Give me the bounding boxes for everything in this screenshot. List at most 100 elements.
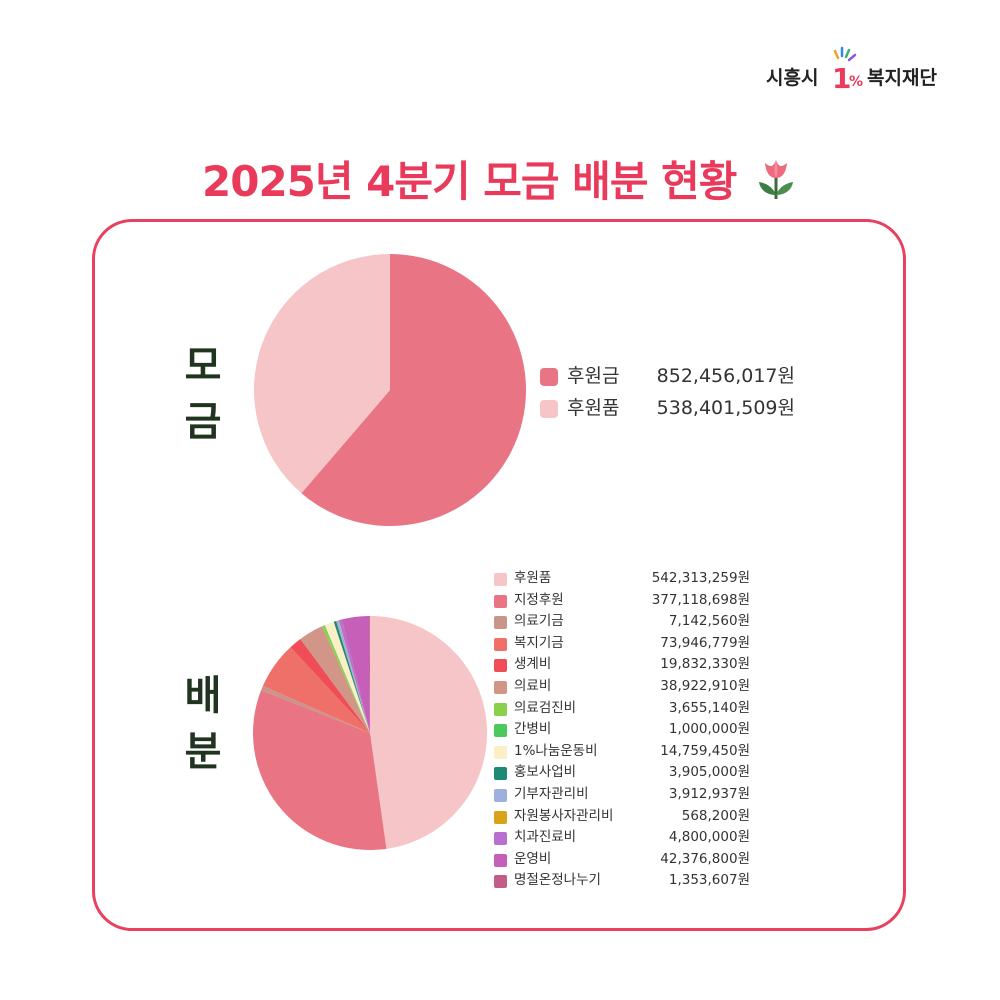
distribution-legend-label: 복지기금 <box>514 634 564 651</box>
distribution-legend-swatch <box>494 832 507 846</box>
distribution-legend-item: 기부자관리비 3,912,937원 <box>494 784 756 806</box>
distribution-legend-value: 1,000,000원 <box>668 721 750 738</box>
foundation-logo: 시흥시 1 % 복지재단 <box>766 44 966 94</box>
distribution-pie-slice <box>290 638 370 733</box>
distribution-legend-label: 홍보사업비 <box>514 764 577 781</box>
collection-legend-label: 후원품 <box>567 397 620 419</box>
distribution-legend-swatch <box>494 767 507 781</box>
distribution-legend-value: 19,832,330원 <box>660 656 750 673</box>
distribution-legend-swatch <box>494 680 507 694</box>
section-label-char: 금 <box>184 399 222 445</box>
collection-legend-value: 852,456,017원 <box>656 365 795 387</box>
distribution-pie-slice <box>324 625 370 733</box>
distribution-legend-label: 간병비 <box>514 721 552 738</box>
distribution-legend-item: 치과진료비 4,800,000원 <box>494 827 756 849</box>
collection-legend-item: 후원품 538,401,509원 <box>540 394 820 426</box>
distribution-legend-item: 의료기금 7,142,560원 <box>494 611 756 633</box>
distribution-legend-label: 1%나눔운동비 <box>514 742 598 759</box>
section-label-char: 분 <box>184 729 222 775</box>
tulip-icon <box>759 159 793 199</box>
distribution-legend-swatch <box>494 810 507 824</box>
distribution-legend-swatch <box>494 853 507 867</box>
distribution-pie-slice <box>324 621 370 733</box>
collection-legend-swatch <box>540 368 558 386</box>
distribution-legend-item: 운영비 42,376,800원 <box>494 849 756 871</box>
distribution-legend-item: 후원품 542,313,259원 <box>494 568 756 590</box>
distribution-legend-item: 홍보사업비 3,905,000원 <box>494 762 756 784</box>
distribution-pie-slice <box>338 619 370 733</box>
distribution-legend-value: 1,353,607원 <box>668 872 750 889</box>
distribution-legend-swatch <box>494 573 507 586</box>
distribution-legend-item: 자원봉사자관리비 568,200원 <box>494 806 756 828</box>
distribution-legend-label: 후원품 <box>514 570 552 586</box>
collection-legend-swatch <box>540 400 558 418</box>
distribution-pie-slice <box>300 626 370 733</box>
distribution-legend-value: 14,759,450원 <box>660 742 750 759</box>
logo-percent-mark: % <box>849 74 863 90</box>
logo-left-text: 시흥시 <box>766 66 818 89</box>
distribution-legend-swatch <box>494 637 507 651</box>
page-title-text: 2025년 4분기 모금 배분 현황 <box>202 157 737 206</box>
collection-legend-label: 후원금 <box>567 365 620 387</box>
distribution-pie-slice <box>333 621 370 733</box>
distribution-legend-item: 의료검진비 3,655,140원 <box>494 698 756 720</box>
distribution-legend-swatch <box>494 875 507 889</box>
collection-pie-slice <box>254 254 390 494</box>
distribution-pie-slice <box>369 615 370 733</box>
distribution-legend-swatch <box>494 659 507 673</box>
distribution-legend-value: 3,905,000원 <box>668 764 750 781</box>
collection-legend-value: 538,401,509원 <box>656 397 795 419</box>
distribution-legend-value: 542,313,259원 <box>651 570 750 586</box>
distribution-legend-label: 명절온정나누기 <box>514 872 601 889</box>
distribution-legend-value: 38,922,910원 <box>660 677 750 694</box>
content-frame <box>92 219 906 931</box>
distribution-legend-swatch <box>494 594 507 608</box>
collection-pie-slice <box>301 254 527 526</box>
distribution-legend-swatch <box>494 702 507 716</box>
logo-one-mark: 1 <box>832 62 851 94</box>
logo-rays-icon <box>833 46 857 62</box>
distribution-legend-value: 377,118,698원 <box>651 591 750 608</box>
distribution-legend-swatch <box>494 788 507 802</box>
distribution-legend-item: 의료비 38,922,910원 <box>494 676 756 698</box>
distribution-pie-slice <box>341 616 370 733</box>
distribution-legend-value: 3,912,937원 <box>668 785 750 802</box>
collection-legend-item: 후원금 852,456,017원 <box>540 362 820 394</box>
distribution-legend-label: 자원봉사자관리비 <box>514 807 614 824</box>
section-label-char: 모 <box>184 343 222 389</box>
distribution-legend-swatch <box>494 745 507 759</box>
distribution-legend-item: 생계비 19,832,330원 <box>494 654 756 676</box>
collection-pie-chart <box>254 254 527 526</box>
distribution-legend-item: 복지기금 73,946,779원 <box>494 633 756 655</box>
distribution-legend-item: 1%나눔운동비 14,759,450원 <box>494 741 756 763</box>
logo-right-text: 복지재단 <box>867 67 937 89</box>
page-title: 2025년 4분기 모금 배분 현황 <box>0 148 1000 209</box>
distribution-legend-label: 치과진료비 <box>514 829 577 846</box>
distribution-legend-label: 생계비 <box>514 656 552 673</box>
distribution-pie-slice <box>262 647 370 733</box>
distribution-legend-swatch <box>494 724 507 738</box>
distribution-legend-value: 568,200원 <box>681 807 750 824</box>
section-label-char: 배 <box>184 673 222 719</box>
distribution-legend-label: 의료기금 <box>514 613 564 630</box>
distribution-legend-label: 의료비 <box>514 677 552 694</box>
distribution-pie-slice <box>336 620 370 733</box>
distribution-legend-label: 의료검진비 <box>514 699 577 716</box>
distribution-pie-slice <box>338 620 370 733</box>
distribution-legend-value: 4,800,000원 <box>668 829 750 846</box>
distribution-legend-item: 간병비 1,000,000원 <box>494 719 756 741</box>
distribution-pie-slice <box>370 616 488 849</box>
distribution-legend-label: 기부자관리비 <box>514 785 589 802</box>
distribution-legend-value: 3,655,140원 <box>668 699 750 716</box>
distribution-pie-chart <box>253 615 488 851</box>
distribution-legend-item: 지정후원 377,118,698원 <box>494 590 756 612</box>
distribution-legend-value: 73,946,779원 <box>660 634 750 651</box>
distribution-legend-label: 지정후원 <box>514 591 564 608</box>
distribution-legend-swatch <box>494 616 507 630</box>
distribution-legend-value: 7,142,560원 <box>668 613 750 630</box>
distribution-legend-value: 42,376,800원 <box>660 850 750 867</box>
